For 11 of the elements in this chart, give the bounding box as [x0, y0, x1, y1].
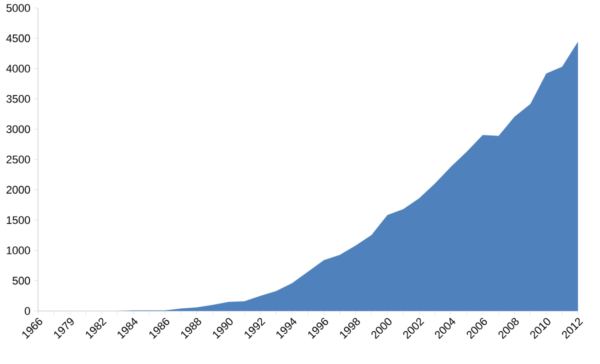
y-tick-label: 2000: [6, 186, 30, 194]
y-tick-label: 0: [24, 307, 30, 315]
y-tick-label: 3000: [6, 125, 30, 134]
y-tick-label: 3500: [6, 95, 30, 103]
y-tick-label: 2500: [6, 156, 30, 164]
y-tick-label: 1000: [6, 246, 30, 254]
y-tick-label: 4000: [6, 64, 30, 72]
y-tick-label: 5000: [6, 4, 30, 12]
y-tick-label: 1500: [6, 216, 30, 224]
y-tick-label: 4500: [6, 34, 30, 42]
y-tick-label: 500: [12, 276, 30, 285]
